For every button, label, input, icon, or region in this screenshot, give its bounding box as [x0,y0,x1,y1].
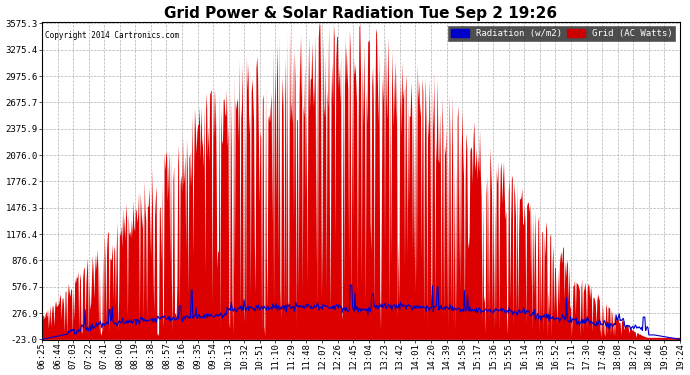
Legend: Radiation (w/m2), Grid (AC Watts): Radiation (w/m2), Grid (AC Watts) [448,26,676,40]
Title: Grid Power & Solar Radiation Tue Sep 2 19:26: Grid Power & Solar Radiation Tue Sep 2 1… [164,6,558,21]
Text: Copyright 2014 Cartronics.com: Copyright 2014 Cartronics.com [45,31,179,40]
